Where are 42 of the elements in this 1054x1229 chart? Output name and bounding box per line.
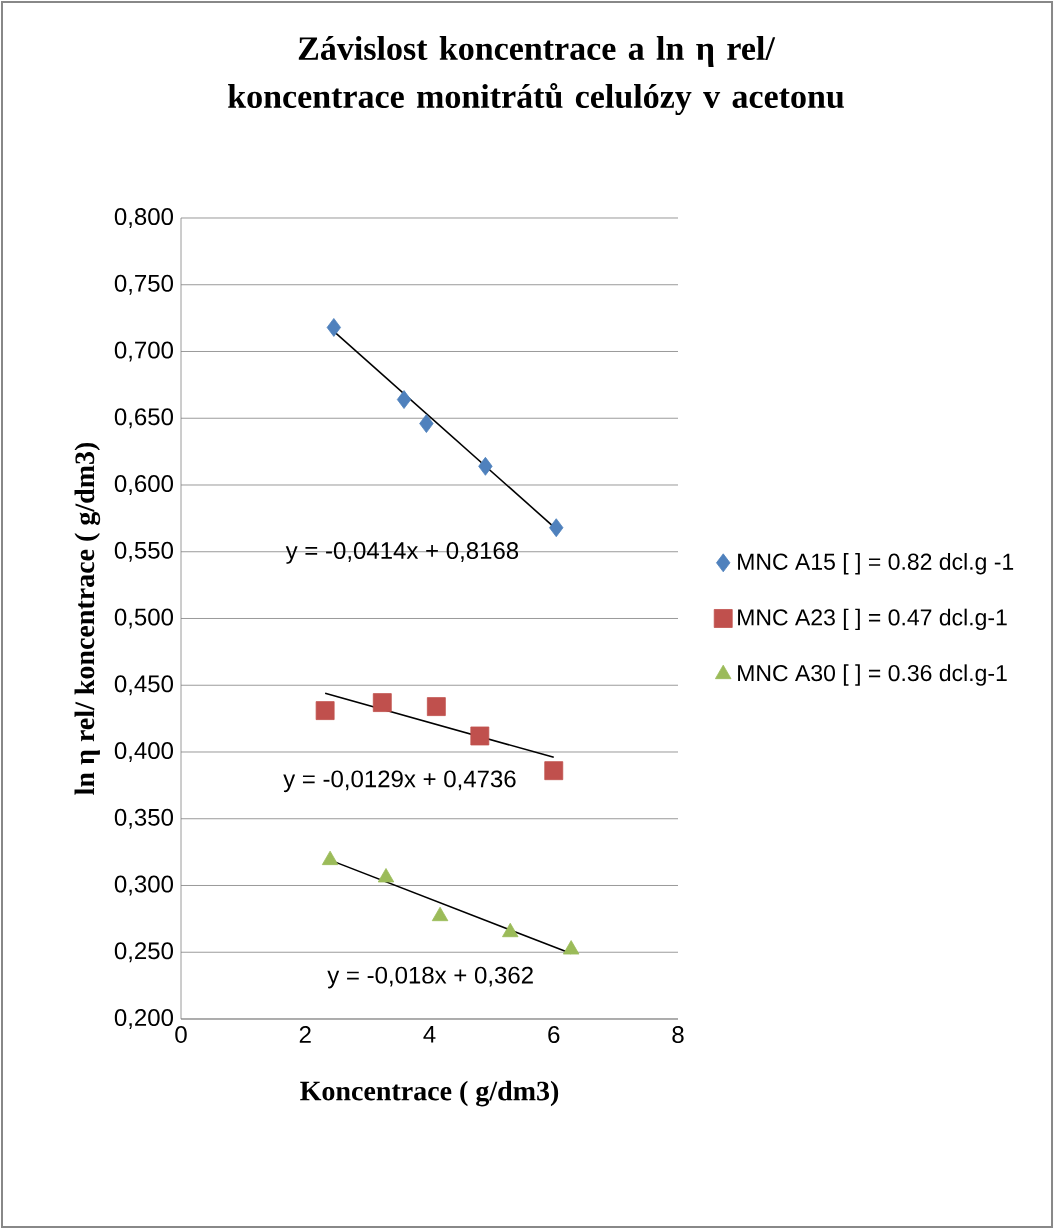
y-tick-label: 0,600 [114,475,173,495]
y-tick-label: 0,250 [114,942,173,963]
point [549,518,564,538]
legend-label: MNC A23 [ ] = 0.47 dcl.g-1 [738,608,1007,631]
x-axis-title: Koncentrace ( g/dm3) [300,1080,559,1107]
y-tick-label: 0,200 [114,1009,173,1029]
annotation: y = -0,0414x + 0,8168 [285,542,519,564]
legend-label: MNC A30 [ ] = 0.36 dcl.g-1 [738,664,1007,686]
y-axis-title: ln η rel/ koncentrace ( g/dm3) [74,442,101,795]
y-tick-label: 0,500 [114,608,173,629]
point [562,940,580,955]
point [502,922,519,938]
y-tick-label: 0,800 [114,208,173,228]
annotation: y = -0,018x + 0,362 [327,966,533,989]
y-tick-label: 0,400 [114,742,173,762]
point [315,701,335,721]
y-tick-label: 0,450 [114,675,173,696]
y-tick-label: 0,300 [114,875,173,896]
chart-title: Závislost koncentrace a ln η rel/ koncentrace monitrátů celulózy v acetonu [228,36,844,116]
point [431,906,449,922]
y-tick-label: 0,350 [114,808,173,829]
x-tick-label: 0 [175,1026,187,1044]
point [396,390,412,409]
x-tick-label: 6 [548,1026,560,1044]
point [321,850,339,866]
y-tick-label: 0,550 [114,541,173,562]
x-tick-label: 2 [299,1026,311,1043]
point [426,697,446,716]
point [544,761,564,781]
annotation: y = -0,0129x + 0,4736 [283,770,516,793]
point [372,693,392,712]
point [377,868,395,883]
point [478,456,493,476]
point [419,414,434,433]
y-tick-label: 0,650 [114,408,173,429]
point [470,726,490,746]
legend-label: MNC A15 [ ] = 0.82 dcl.g -1 [738,553,1014,575]
x-tick-label: 4 [423,1026,436,1043]
point [326,318,341,337]
x-tick-label: 8 [672,1026,684,1044]
y-tick-label: 0,700 [114,341,173,362]
y-tick-label: 0,750 [114,274,173,295]
